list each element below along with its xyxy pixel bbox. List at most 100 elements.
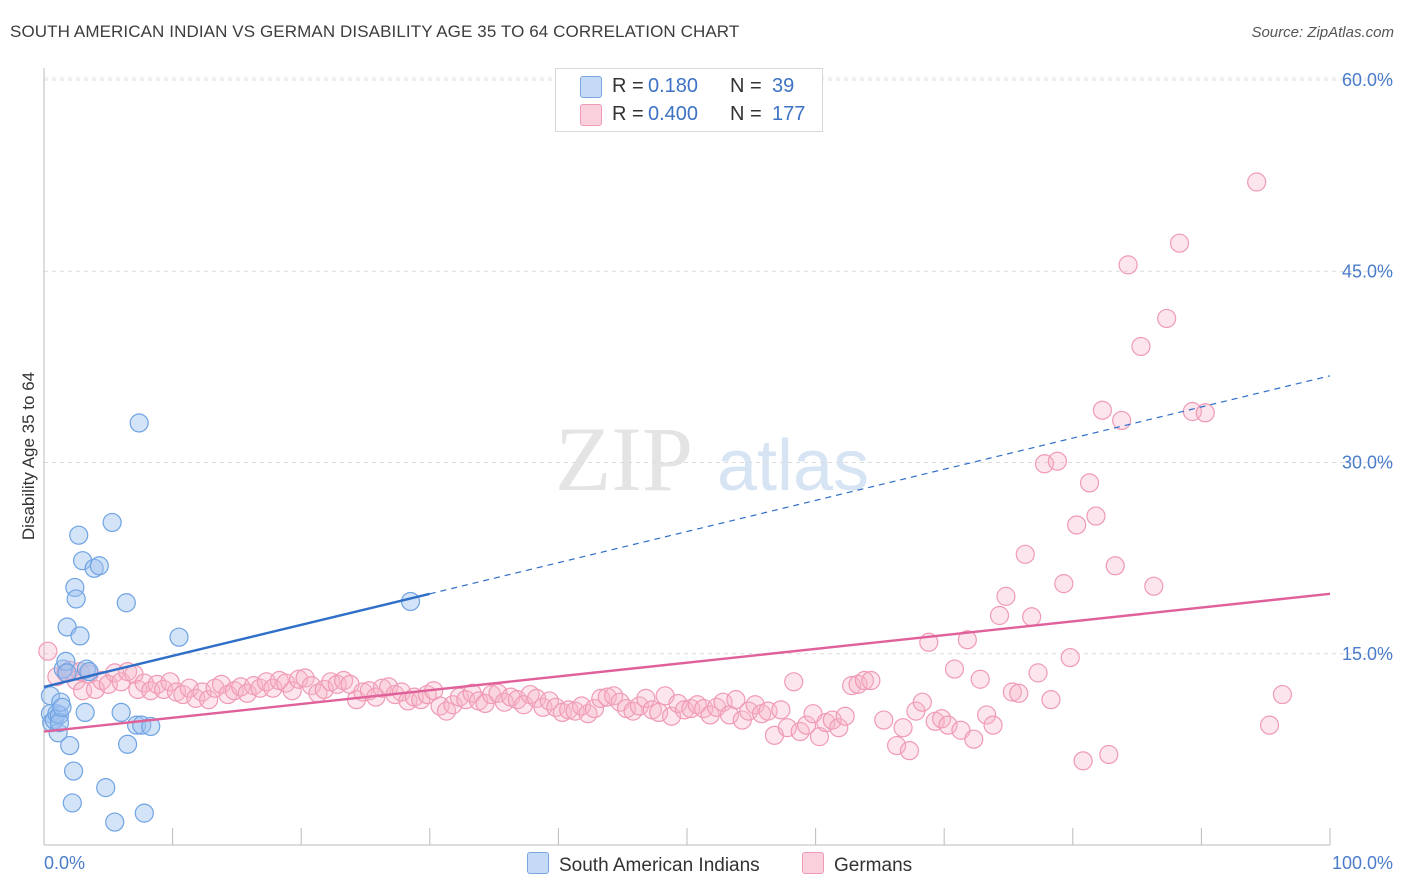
y-tick-label: 30.0%	[1342, 453, 1393, 473]
y-axis-label: Disability Age 35 to 64	[19, 372, 38, 540]
germans-trend-line	[43, 592, 1331, 733]
bottom-legend-swatch-blue	[527, 852, 549, 874]
south-american-indian-point	[117, 734, 138, 754]
south-american-indians-points	[40, 413, 421, 832]
german-point	[1060, 647, 1080, 668]
german-point	[649, 702, 669, 723]
german-point	[777, 718, 797, 738]
legend-r-label: R =	[612, 75, 644, 97]
german-point	[507, 690, 527, 710]
german-point	[584, 698, 605, 719]
south-american-indians-trend-dashed	[429, 375, 1331, 595]
german-point	[1272, 684, 1293, 705]
gridlines	[44, 77, 1395, 655]
german-point	[623, 701, 643, 721]
german-point	[899, 741, 920, 761]
german-point	[1118, 255, 1138, 275]
south-american-indian-point	[52, 697, 72, 717]
south-american-indian-point	[70, 626, 90, 646]
german-point	[1157, 308, 1177, 329]
german-point	[462, 683, 482, 703]
legend-n-label: N =	[730, 103, 762, 125]
south-american-indian-point	[105, 812, 125, 832]
south-american-indian-point	[116, 593, 136, 613]
south-american-indian-point	[69, 525, 89, 545]
german-point	[809, 727, 830, 747]
y-tick-label: 15.0%	[1342, 644, 1393, 664]
zipatlas-watermark: ZIP atlas	[555, 408, 869, 510]
german-point	[842, 676, 862, 696]
south-american-indian-point	[102, 512, 122, 533]
german-point	[874, 710, 894, 730]
german-point	[179, 678, 199, 698]
legend-n-label: N =	[730, 75, 762, 97]
german-point	[726, 690, 746, 710]
german-point	[835, 706, 855, 726]
german-point	[854, 670, 875, 691]
south-american-indian-point	[111, 702, 131, 723]
bottom-legend-label: Germans	[834, 855, 913, 876]
german-point	[861, 670, 881, 691]
german-point	[1067, 515, 1087, 535]
south-american-indian-point	[89, 556, 109, 576]
german-point	[1247, 172, 1267, 192]
watermark-atlas: atlas	[717, 426, 869, 506]
german-point	[1112, 410, 1132, 431]
german-point	[1028, 663, 1048, 683]
german-point	[1079, 473, 1100, 493]
german-point	[1015, 544, 1035, 564]
south-american-indian-point	[84, 558, 104, 578]
german-point	[199, 690, 219, 710]
south-american-indian-point	[60, 735, 80, 756]
german-point	[1041, 690, 1061, 710]
legend-row-south-american-indians: R = 0.180 N = 39	[556, 73, 822, 101]
german-point	[559, 700, 579, 720]
german-point	[38, 641, 58, 661]
german-point	[700, 705, 720, 725]
german-point	[1099, 744, 1119, 765]
german-point	[276, 673, 296, 693]
south-american-indian-point	[129, 413, 149, 433]
south-american-indian-point	[53, 659, 73, 679]
german-point	[893, 718, 913, 738]
source-credit: Source: ZipAtlas.com	[1251, 24, 1394, 41]
legend-n-value: 39	[772, 75, 795, 97]
y-tick-label: 45.0%	[1342, 261, 1393, 281]
south-american-indian-point	[96, 778, 116, 798]
x-tick-label: 100.0%	[1332, 853, 1393, 873]
south-american-indian-point	[134, 803, 154, 823]
german-point	[977, 705, 997, 725]
german-point	[887, 735, 907, 756]
axes	[43, 68, 1331, 846]
german-point	[957, 630, 977, 650]
german-point	[796, 715, 817, 735]
south-american-indian-point	[66, 589, 86, 609]
german-point	[771, 700, 791, 720]
german-point	[160, 672, 180, 692]
south-american-indian-point	[169, 627, 189, 647]
german-point	[996, 586, 1016, 606]
legend-r-label: R =	[612, 103, 644, 125]
german-point	[1092, 400, 1112, 420]
bottom-legend-germans: Germans	[802, 852, 912, 877]
german-point	[1169, 233, 1190, 253]
german-point	[674, 700, 695, 720]
german-point	[964, 729, 984, 749]
legend-swatch-blue	[580, 76, 602, 98]
legend-n-value: 177	[772, 103, 806, 125]
german-point	[379, 677, 399, 697]
legend-r-value: 0.180	[648, 75, 699, 97]
watermark-zip: ZIP	[555, 408, 693, 510]
german-point	[1009, 683, 1029, 703]
german-point	[1054, 574, 1074, 594]
german-point	[989, 605, 1010, 626]
south-american-indian-point	[49, 712, 70, 733]
south-american-indian-point	[62, 793, 82, 813]
german-point	[829, 718, 849, 738]
south-american-indian-point	[400, 591, 421, 612]
german-point	[1195, 403, 1215, 423]
german-point	[1073, 751, 1093, 771]
trend-lines	[43, 375, 1331, 733]
german-point	[1259, 715, 1280, 735]
